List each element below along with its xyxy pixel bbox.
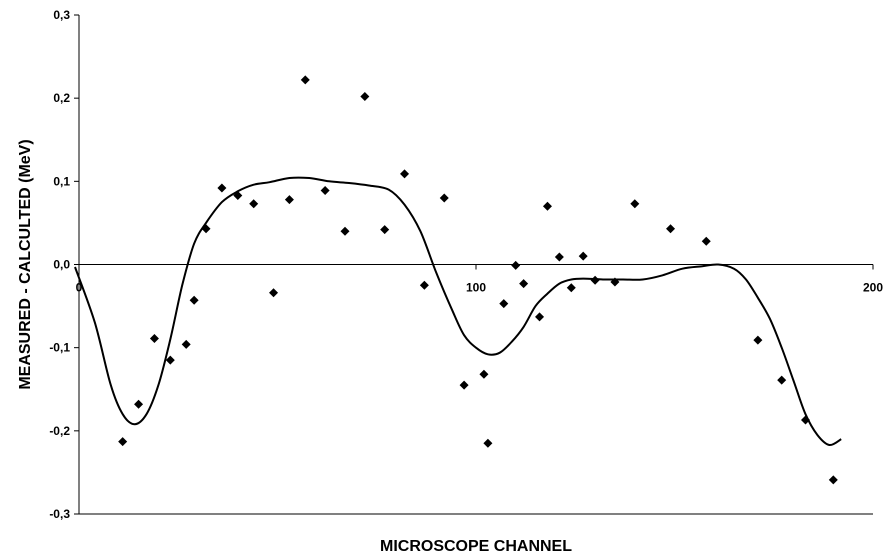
data-point — [189, 295, 199, 305]
data-point — [753, 335, 763, 345]
data-point — [511, 260, 521, 270]
data-point — [380, 225, 390, 235]
data-point — [777, 375, 787, 385]
y-tick-label: 0,3 — [53, 8, 70, 22]
data-point — [554, 252, 564, 262]
data-point — [419, 280, 429, 290]
data-point — [801, 415, 811, 425]
x-tick-label: 0 — [76, 281, 83, 295]
data-point — [630, 199, 640, 209]
data-point — [666, 224, 676, 234]
data-point — [499, 299, 509, 309]
data-point — [217, 183, 227, 193]
x-tick-label: 100 — [466, 281, 486, 295]
data-point — [134, 399, 144, 409]
data-point — [483, 438, 493, 448]
x-ticks: 0 100 200 — [76, 264, 883, 295]
data-point — [118, 437, 128, 447]
data-point — [578, 251, 588, 261]
data-point — [519, 279, 529, 289]
data-point — [340, 226, 350, 236]
data-point — [320, 185, 330, 195]
data-point — [590, 275, 600, 285]
y-tick-label: 0,2 — [53, 91, 70, 105]
data-point — [400, 169, 410, 179]
data-point — [284, 195, 294, 205]
data-point — [610, 277, 620, 287]
plot-area: -0,3 -0,2 -0,1 0,0 0,1 0,2 0,3 0 100 200 — [49, 8, 883, 521]
y-tick-label: 0,0 — [53, 258, 70, 272]
data-point — [149, 334, 159, 344]
data-point — [201, 224, 211, 234]
data-point — [828, 475, 838, 485]
data-point — [542, 201, 552, 211]
data-point — [535, 312, 545, 322]
data-point — [269, 288, 279, 298]
data-point — [249, 199, 259, 209]
x-axis-title: MICROSCOPE CHANNEL — [380, 538, 572, 555]
data-point — [233, 190, 243, 200]
y-ticks: -0,3 -0,2 -0,1 0,0 0,1 0,2 0,3 — [49, 8, 79, 521]
x-tick-label: 200 — [863, 281, 883, 295]
data-point — [300, 75, 310, 85]
data-point — [459, 380, 469, 390]
data-point — [360, 92, 370, 102]
y-axis-title: MEASURED - CALCULTED (MeV) — [17, 139, 34, 389]
y-tick-label: -0,2 — [49, 424, 70, 438]
data-point — [165, 355, 175, 365]
data-point — [566, 283, 576, 293]
data-point — [181, 339, 191, 349]
data-point — [701, 236, 711, 246]
data-points — [118, 75, 838, 485]
y-tick-label: -0,3 — [49, 507, 70, 521]
data-point — [439, 193, 449, 203]
y-tick-label: 0,1 — [53, 174, 70, 188]
fit-curve — [74, 176, 842, 447]
y-tick-label: -0,1 — [49, 341, 70, 355]
data-point — [479, 369, 489, 379]
